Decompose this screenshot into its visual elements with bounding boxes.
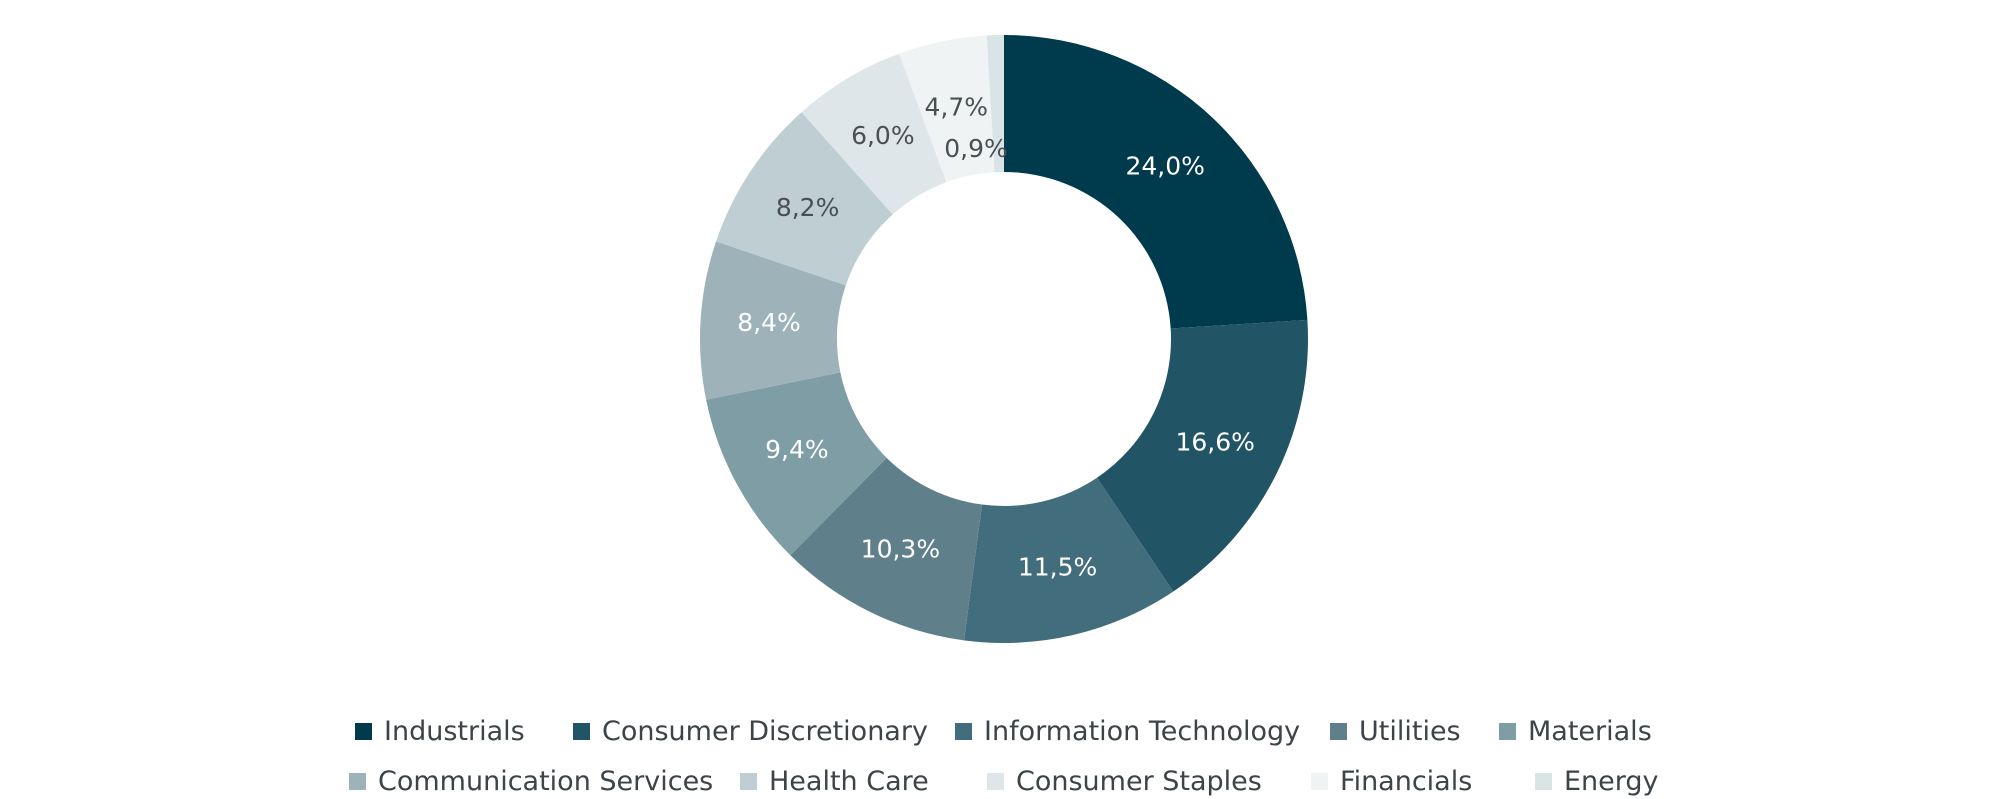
legend-label-utilities: Utilities xyxy=(1359,715,1461,747)
legend-item-information-technology[interactable]: Information Technology xyxy=(955,713,1300,749)
legend-item-financials[interactable]: Financials xyxy=(1311,763,1472,799)
slice-consumer-discretionary[interactable] xyxy=(1096,319,1308,592)
slice-label-health-care: 8,2% xyxy=(776,193,840,222)
slice-label-utilities: 10,3% xyxy=(861,534,940,563)
slice-label-materials: 9,4% xyxy=(765,435,829,464)
legend-swatch-consumer-staples xyxy=(987,772,1004,790)
slice-industrials[interactable] xyxy=(1004,35,1308,329)
slice-information-technology[interactable] xyxy=(964,477,1174,643)
legend-label-energy: Energy xyxy=(1564,765,1659,797)
legend-label-communication-services: Communication Services xyxy=(378,765,714,797)
legend-label-materials: Materials xyxy=(1528,715,1652,747)
legend-swatch-industrials xyxy=(355,722,372,740)
slice-label-consumer-staples: 6,0% xyxy=(851,121,915,150)
slice-label-energy: 0,9% xyxy=(944,134,1008,163)
legend-item-consumer-discretionary[interactable]: Consumer Discretionary xyxy=(573,713,928,749)
legend-row-2: Communication Services Health Care Consu… xyxy=(0,763,2008,799)
legend-swatch-communication-services xyxy=(349,772,366,790)
legend-swatch-consumer-discretionary xyxy=(573,722,590,740)
slice-energy[interactable] xyxy=(986,35,1004,173)
legend-swatch-materials xyxy=(1499,722,1516,740)
legend-label-consumer-staples: Consumer Staples xyxy=(1016,765,1262,797)
legend-label-health-care: Health Care xyxy=(769,765,929,797)
legend-label-information-technology: Information Technology xyxy=(984,715,1301,747)
legend-item-materials[interactable]: Materials xyxy=(1499,713,1652,749)
slice-label-information-technology: 11,5% xyxy=(1018,552,1097,581)
legend-item-energy[interactable]: Energy xyxy=(1535,763,1659,799)
slice-utilities[interactable] xyxy=(790,457,983,641)
slice-label-consumer-discretionary: 16,6% xyxy=(1175,427,1254,456)
slice-health-care[interactable] xyxy=(716,112,893,286)
slice-label-industrials: 24,0% xyxy=(1125,151,1204,180)
legend-swatch-financials xyxy=(1311,772,1328,790)
slice-label-financials: 4,7% xyxy=(924,92,988,121)
slice-financials[interactable] xyxy=(899,35,995,183)
donut-slice-labels: 24,0% 16,6% 11,5% 10,3% 9,4% 8,4% 8,2% 6,0% 4,7%… xyxy=(737,92,1255,581)
legend-row-1: Industrials Consumer Discretionary Infor… xyxy=(0,713,2008,749)
donut-slices xyxy=(699,35,1308,643)
legend-label-financials: Financials xyxy=(1340,765,1473,797)
legend-item-consumer-staples[interactable]: Consumer Staples xyxy=(987,763,1262,799)
legend-item-industrials[interactable]: Industrials xyxy=(355,713,525,749)
legend-swatch-energy xyxy=(1535,772,1552,790)
legend-item-utilities[interactable]: Utilities xyxy=(1330,713,1461,749)
legend-label-industrials: Industrials xyxy=(384,715,525,747)
legend-swatch-information-technology xyxy=(955,722,972,740)
slice-label-communication-services: 8,4% xyxy=(737,308,801,337)
legend-item-health-care[interactable]: Health Care xyxy=(740,763,929,799)
legend-swatch-health-care xyxy=(740,772,757,790)
slice-materials[interactable] xyxy=(706,372,887,556)
slice-communication-services[interactable] xyxy=(699,241,846,400)
slice-consumer-staples[interactable] xyxy=(801,53,947,215)
legend-swatch-utilities xyxy=(1330,722,1347,740)
legend-item-communication-services[interactable]: Communication Services xyxy=(349,763,713,799)
legend-label-consumer-discretionary: Consumer Discretionary xyxy=(602,715,928,747)
